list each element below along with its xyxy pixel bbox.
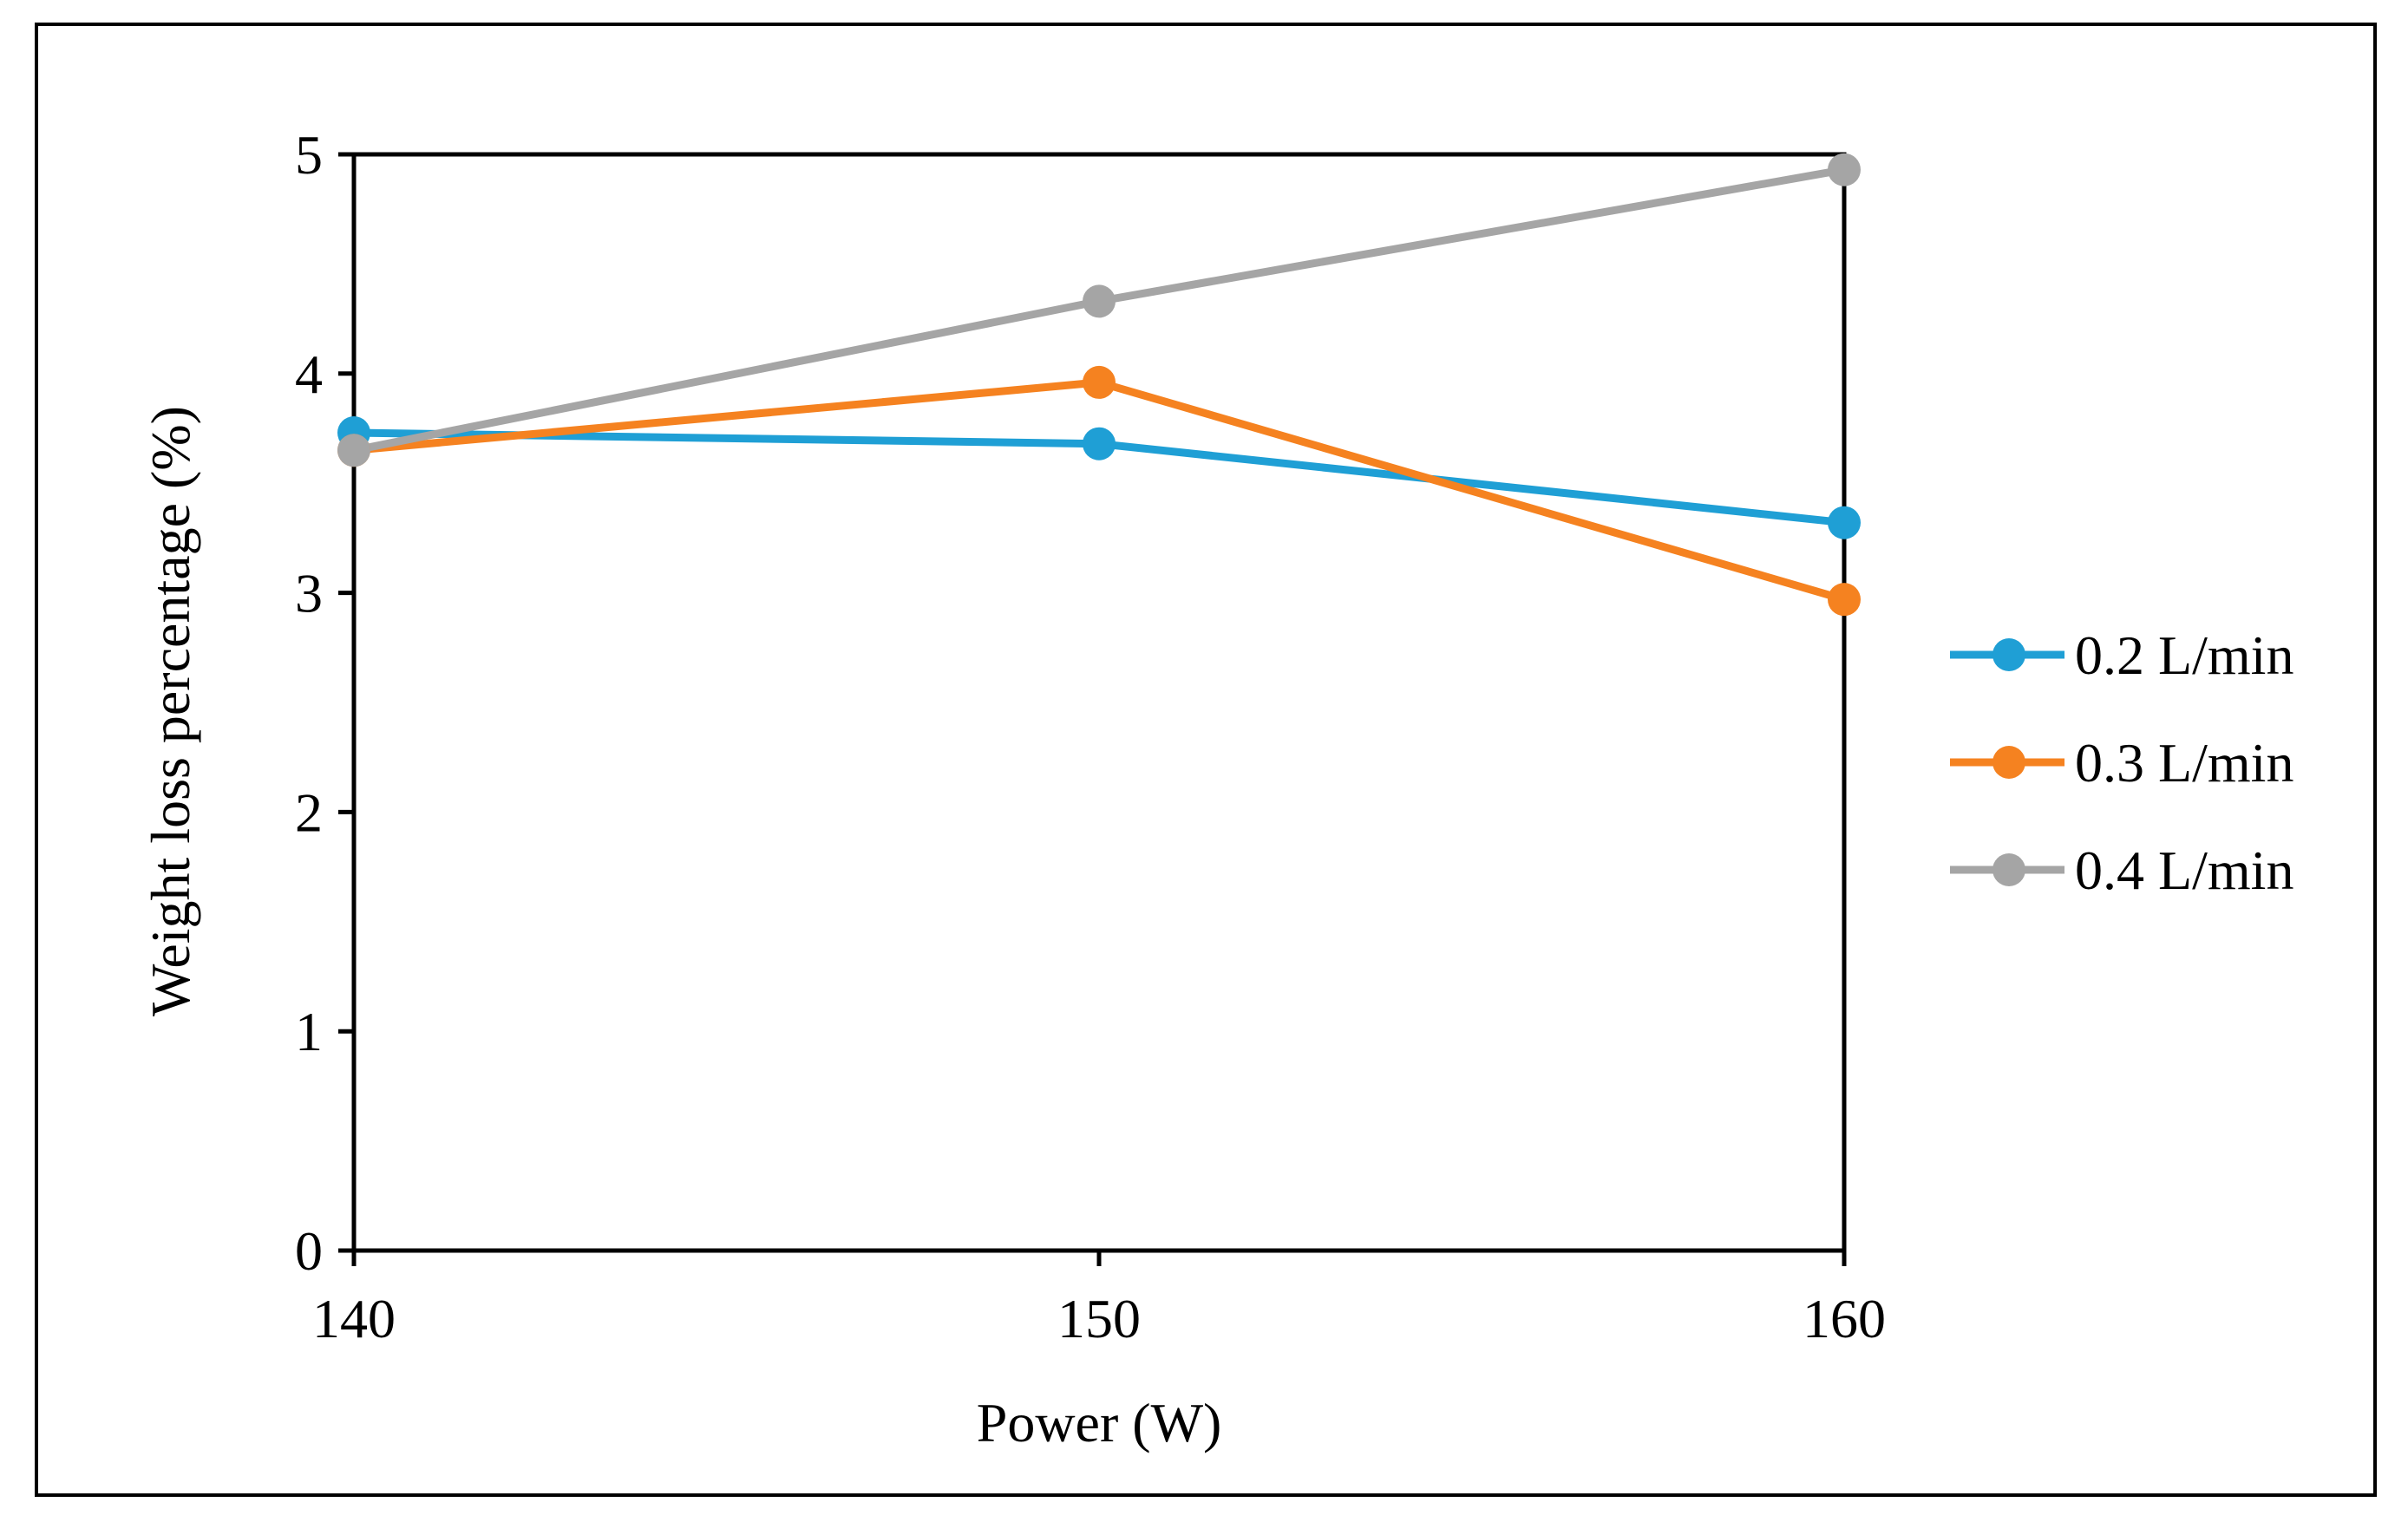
- x-tick-label: 160: [1803, 1288, 1886, 1349]
- y-tick-label: 5: [295, 124, 323, 186]
- y-tick-label: 1: [295, 1001, 323, 1062]
- legend-label-2: 0.3 L/min: [2075, 732, 2293, 794]
- legend-label-1: 0.2 L/min: [2075, 624, 2293, 686]
- data-point-series-3: [1828, 154, 1861, 186]
- legend-marker-2: [1992, 746, 2025, 779]
- x-axis-title: Power (W): [977, 1392, 1222, 1453]
- data-point-series-1: [1083, 428, 1116, 460]
- y-tick-label: 2: [295, 781, 323, 843]
- data-point-series-2: [1828, 583, 1861, 616]
- data-point-series-3: [1083, 284, 1116, 317]
- legend-marker-3: [1992, 853, 2025, 886]
- plot-area-border: [354, 154, 1844, 1251]
- legend: 0.2 L/min 0.3 L/min 0.4 L/min: [1950, 624, 2293, 901]
- y-axis-ticks: 0 1 2 3 4 5: [295, 124, 354, 1282]
- series-points: [337, 154, 1861, 616]
- x-axis-ticks: 140 150 160: [312, 1251, 1886, 1349]
- legend-marker-1: [1992, 638, 2025, 671]
- data-point-series-3: [337, 434, 370, 467]
- line-chart: 0 1 2 3 4 5 140 150 160 Power (W) Weight loss p…: [0, 0, 2408, 1535]
- y-tick-label: 0: [295, 1220, 323, 1282]
- legend-label-3: 0.4 L/min: [2075, 839, 2293, 901]
- data-point-series-1: [1828, 506, 1861, 539]
- x-tick-label: 140: [312, 1288, 396, 1349]
- y-tick-label: 4: [295, 343, 323, 405]
- x-tick-label: 150: [1057, 1288, 1141, 1349]
- y-axis-title: Weight loss percentage (%): [140, 406, 201, 1016]
- data-point-series-2: [1083, 366, 1116, 399]
- series-line-2: [354, 382, 1844, 599]
- y-tick-label: 3: [295, 563, 323, 624]
